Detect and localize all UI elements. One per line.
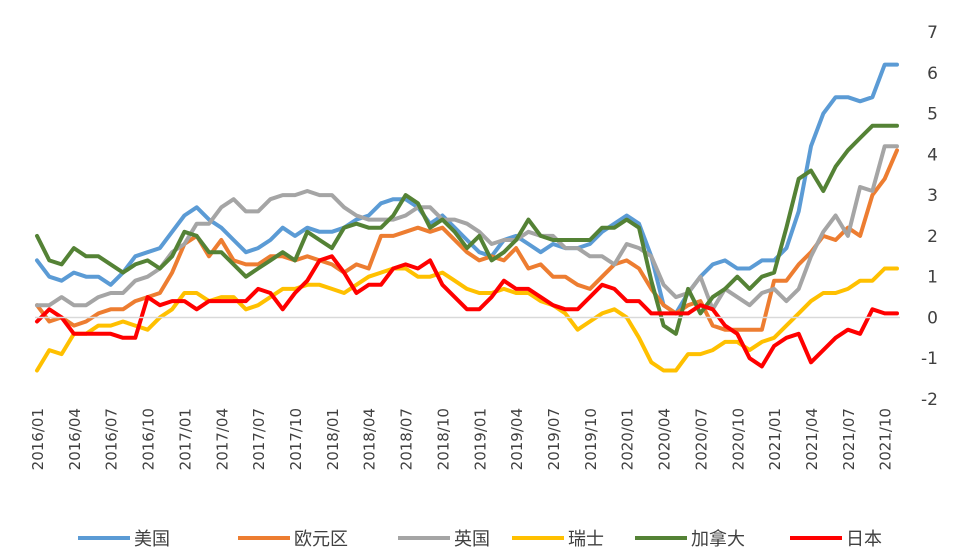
legend-label-3: 瑞士	[568, 529, 604, 550]
legend-label-4: 加拿大	[691, 528, 745, 550]
legend-label-2: 英国	[454, 529, 490, 550]
legend-label-1: 欧元区	[294, 529, 348, 550]
plot-area	[35, 62, 899, 373]
x-tick-label: 2018/07	[398, 408, 416, 470]
x-tick-label: 2021/07	[840, 408, 858, 470]
x-tick-label: 2019/04	[508, 408, 526, 470]
y-tick-label: 0	[927, 308, 938, 328]
y-tick-label: 2	[927, 227, 938, 247]
x-tick-label: 2020/10	[729, 408, 747, 470]
y-tick-label: -1	[921, 349, 938, 369]
legend-label-0: 美国	[134, 529, 170, 550]
series-line-5	[35, 254, 899, 369]
x-tick-label: 2021/10	[877, 408, 895, 470]
legend-label-5: 日本	[846, 529, 882, 550]
y-tick-label: 7	[927, 23, 938, 43]
x-tick-label: 2020/01	[619, 408, 637, 470]
legend: 美国 欧元区 英国 瑞士 加拿大 日本	[78, 528, 882, 550]
y-tick-label: 3	[927, 186, 938, 206]
x-axis-tick-labels: 2016/01 2016/04 2016/07 2016/10 2017/01 2017/…	[29, 408, 895, 470]
y-tick-label: 5	[927, 105, 938, 125]
y-tick-label: -2	[921, 390, 938, 410]
y-axis-tick-labels: -2 -1 0 1 2 3 4 5 6 7	[921, 23, 938, 410]
y-tick-label: 1	[927, 268, 938, 288]
x-tick-label: 2017/10	[287, 408, 305, 470]
x-tick-label: 2019/07	[545, 408, 563, 470]
x-tick-label: 2016/01	[29, 408, 47, 470]
x-tick-label: 2020/07	[692, 408, 710, 470]
x-tick-label: 2017/04	[213, 408, 231, 470]
x-tick-label: 2017/01	[176, 408, 194, 470]
x-tick-label: 2018/01	[324, 408, 342, 470]
series-line-4	[35, 123, 899, 336]
series-line-2	[35, 144, 899, 312]
x-tick-label: 2016/04	[66, 408, 84, 470]
x-tick-label: 2021/04	[803, 408, 821, 470]
x-tick-label: 2018/04	[361, 408, 379, 470]
x-tick-label: 2016/10	[140, 408, 158, 470]
x-tick-label: 2020/04	[656, 408, 674, 470]
x-tick-label: 2016/07	[103, 408, 121, 470]
x-tick-label: 2019/10	[582, 408, 600, 470]
series-line-0	[35, 62, 899, 316]
x-tick-label: 2021/01	[766, 408, 784, 470]
x-tick-label: 2018/10	[434, 408, 452, 470]
series-line-3	[35, 266, 899, 373]
series-line-1	[35, 148, 899, 332]
x-tick-label: 2019/01	[471, 408, 489, 470]
y-tick-label: 4	[927, 145, 938, 165]
x-tick-label: 2017/07	[250, 408, 268, 470]
y-tick-label: 6	[927, 64, 938, 84]
